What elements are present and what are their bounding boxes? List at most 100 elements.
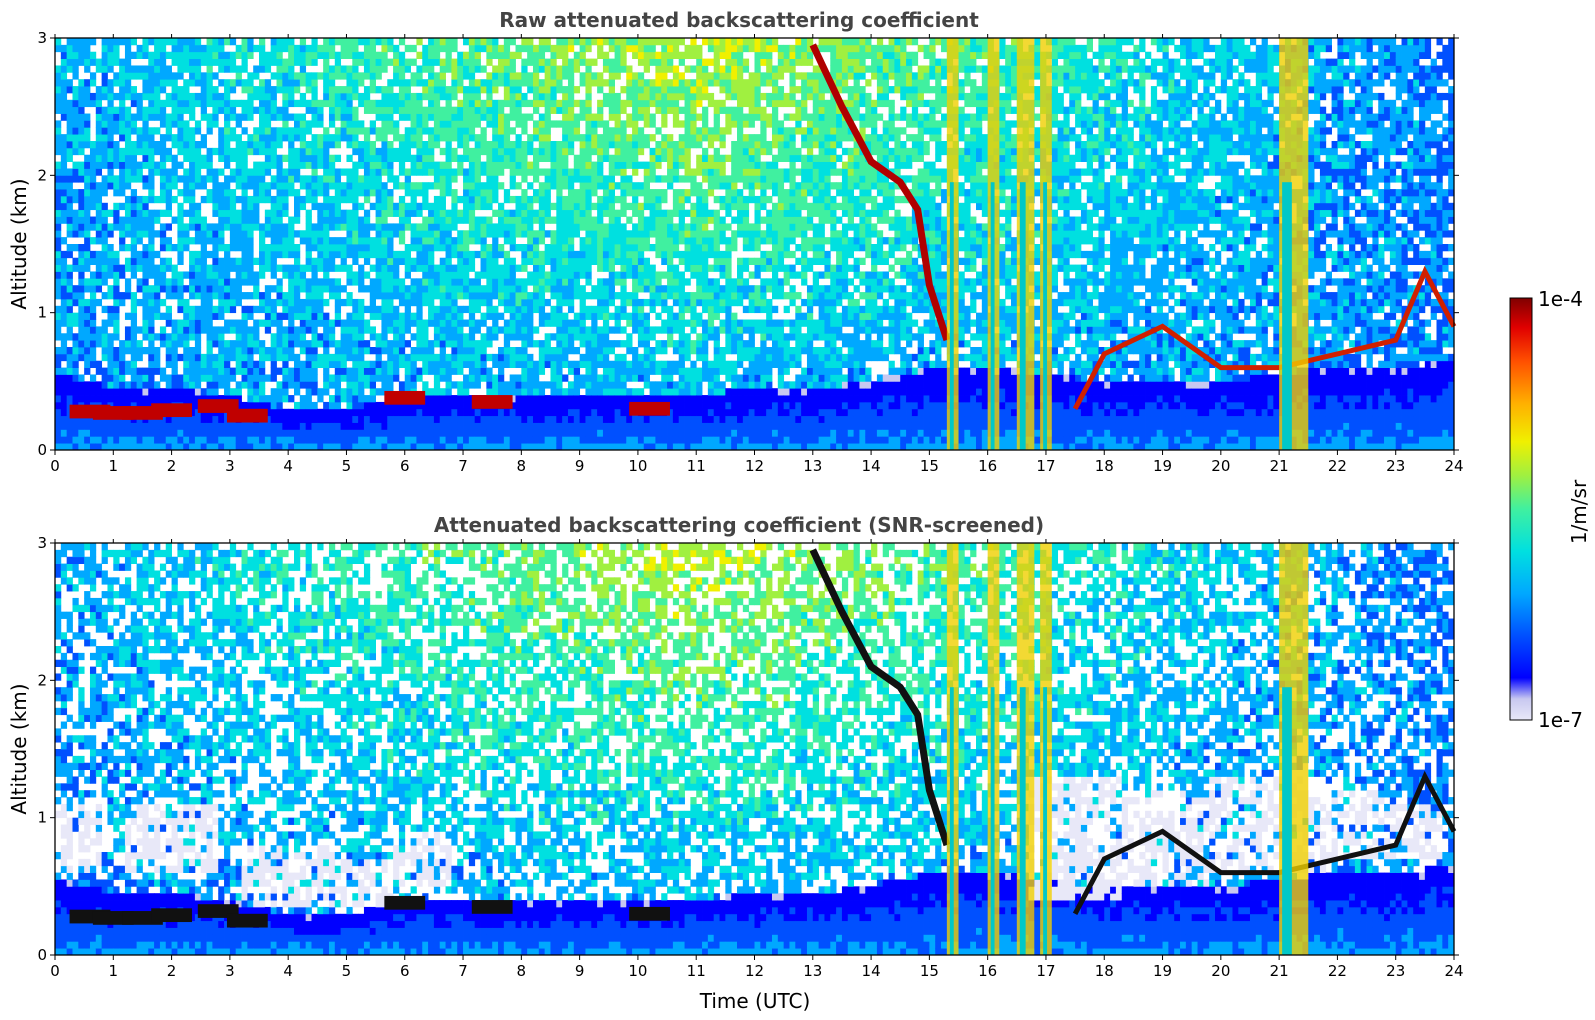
heat-cell — [369, 244, 376, 252]
heat-cell — [486, 278, 493, 286]
heat-cell — [346, 127, 353, 135]
heat-cell — [60, 292, 68, 300]
heat-cell — [189, 264, 196, 272]
heat-cell — [451, 209, 458, 217]
heat-cell — [323, 278, 330, 286]
heat-cell — [387, 271, 394, 279]
heat-cell — [119, 401, 126, 410]
heat-cell — [393, 347, 400, 355]
heat-cell — [55, 360, 62, 368]
heat-cell — [317, 223, 324, 231]
heat-cell — [375, 195, 382, 204]
heat-cell — [124, 216, 132, 224]
heat-cell — [503, 72, 511, 80]
heat-cell — [451, 79, 458, 87]
heat-cell — [498, 298, 505, 307]
heat-cell — [60, 271, 68, 279]
heat-cell — [346, 326, 353, 334]
heat-cell — [159, 422, 167, 430]
heat-cell — [270, 374, 277, 382]
heat-cell — [264, 230, 272, 238]
heat-cell — [253, 92, 260, 101]
heat-cell — [288, 79, 295, 87]
heat-cell — [556, 264, 563, 272]
heat-cell — [136, 401, 143, 410]
heat-cell — [509, 401, 516, 410]
heat-cell — [451, 65, 458, 73]
heatmap-raw — [55, 38, 1457, 451]
heat-cell — [136, 422, 143, 430]
heat-cell — [445, 415, 452, 423]
heat-cell — [480, 147, 487, 156]
heat-cell — [492, 381, 499, 389]
heat-cell — [579, 72, 586, 80]
heat-cell — [101, 422, 108, 430]
heat-cell — [544, 44, 551, 53]
heat-cell — [340, 326, 347, 334]
heat-cell — [428, 271, 435, 279]
heat-cell — [515, 298, 522, 307]
heat-cell — [305, 292, 312, 300]
heat-cell — [130, 347, 138, 355]
heat-cell — [602, 209, 610, 217]
heat-cell — [509, 353, 516, 362]
heat-cell — [480, 38, 487, 46]
heat-cell — [597, 38, 604, 46]
heat-cell — [614, 415, 621, 423]
heat-cell — [247, 182, 254, 190]
heat-cell — [206, 79, 213, 87]
heat-cell — [235, 134, 242, 142]
heat-cell — [317, 278, 324, 286]
heat-cell — [608, 271, 615, 279]
heat-cell — [212, 113, 219, 121]
heat-cell — [148, 51, 155, 59]
heat-cell — [264, 298, 272, 307]
heat-cell — [119, 443, 126, 451]
heat-cell — [457, 264, 464, 272]
heat-cell — [614, 271, 621, 279]
heat-cell — [154, 285, 161, 293]
heat-cell — [130, 360, 138, 368]
heat-cell — [84, 326, 91, 334]
heat-cell — [585, 278, 592, 286]
heat-cell — [264, 443, 272, 451]
heat-cell — [597, 182, 604, 190]
heat-cell — [259, 422, 266, 430]
heat-cell — [468, 237, 476, 245]
heat-cell — [107, 154, 114, 162]
heat-cell — [375, 353, 382, 362]
heat-cell — [136, 216, 143, 224]
heat-cell — [468, 189, 476, 197]
heat-cell — [486, 147, 493, 156]
heat-cell — [136, 257, 143, 265]
heat-cell — [328, 106, 336, 114]
heat-cell — [509, 79, 516, 87]
heat-cell — [165, 395, 172, 403]
heat-cell — [439, 436, 446, 444]
heat-cell — [288, 298, 295, 307]
heat-cell — [445, 278, 452, 286]
heat-cell — [148, 381, 155, 389]
heat-cell — [334, 415, 342, 423]
heat-cell — [194, 285, 202, 293]
heat-cell — [165, 113, 172, 121]
heat-cell — [206, 127, 213, 135]
heat-cell — [136, 202, 143, 211]
heat-cell — [206, 326, 213, 334]
heat-cell — [183, 86, 190, 94]
heat-cell — [585, 175, 592, 183]
heat-cell — [323, 250, 330, 259]
heat-cell — [597, 147, 604, 156]
heat-cell — [492, 168, 499, 176]
heat-cell — [60, 319, 68, 327]
heat-cell — [328, 381, 336, 389]
heat-cell — [270, 388, 277, 396]
heat-cell — [206, 51, 213, 59]
heat-cell — [183, 120, 190, 128]
heat-cell — [532, 175, 540, 183]
heat-cell — [189, 285, 196, 293]
heat-cell — [200, 264, 207, 272]
heat-cell — [527, 195, 534, 204]
heat-cell — [498, 388, 505, 396]
heat-cell — [142, 436, 149, 444]
